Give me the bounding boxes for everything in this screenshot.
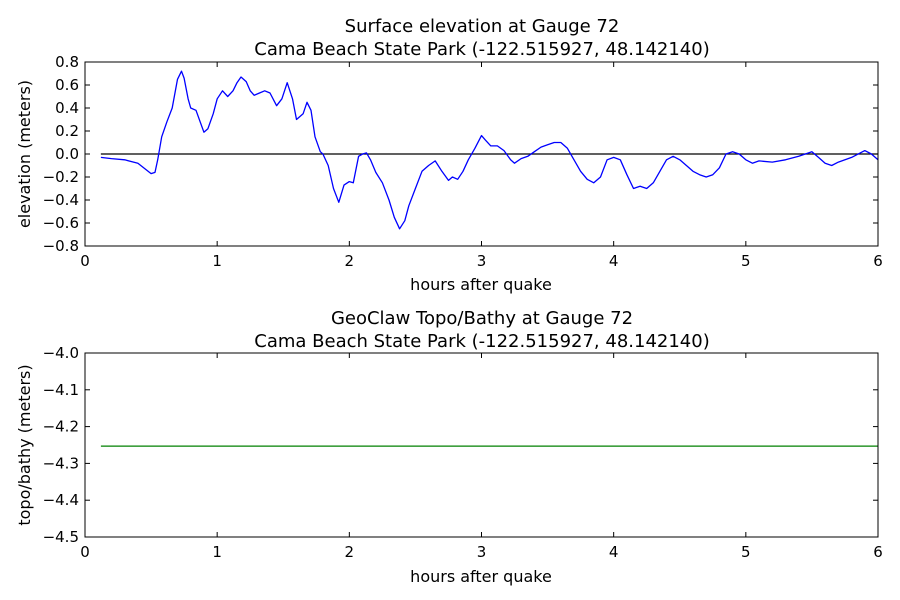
- elevation-chart-frame: [84, 61, 879, 247]
- topo-bathy-chart-frame: [84, 352, 879, 538]
- elevation-chart-ytick-label: 0.4: [55, 99, 79, 117]
- topo-bathy-chart-xtick-label: 6: [873, 543, 883, 561]
- topo-bathy-chart-ytick-label: −4.5: [43, 528, 79, 546]
- elevation-chart-ytick-label: −0.2: [43, 168, 79, 186]
- topo-bathy-chart-xtick-label: 3: [477, 543, 487, 561]
- elevation-chart-series-line: [100, 70, 879, 230]
- elevation-chart-xtick-label: 4: [609, 252, 619, 270]
- elevation-chart-title-line2: Cama Beach State Park (-122.515927, 48.1…: [254, 39, 709, 60]
- elevation-chart-ytick-label: 0.0: [55, 145, 79, 163]
- topo-bathy-chart-xlabel: hours after quake: [410, 567, 552, 586]
- topo-bathy-chart-ylabel: topo/bathy (meters): [15, 364, 34, 525]
- elevation-chart-xtick-label: 0: [80, 252, 90, 270]
- elevation-chart-xtick-label: 3: [477, 252, 487, 270]
- elevation-chart-ytick-label: −0.4: [43, 191, 79, 209]
- elevation-chart-xtick-label: 5: [741, 252, 751, 270]
- elevation-chart-xtick-label: 6: [873, 252, 883, 270]
- topo-bathy-chart-xtick-label: 2: [345, 543, 355, 561]
- topo-bathy-chart-xtick-label: 4: [609, 543, 619, 561]
- elevation-chart-ytick-label: 0.8: [55, 53, 79, 71]
- topo-bathy-chart-ytick-label: −4.1: [43, 381, 79, 399]
- topo-bathy-chart-xtick-label: 1: [212, 543, 222, 561]
- elevation-chart: Surface elevation at Gauge 72 Cama Beach…: [15, 16, 883, 294]
- elevation-chart-ylabel: elevation (meters): [15, 80, 34, 228]
- topo-bathy-chart-ytick-label: −4.4: [43, 491, 79, 509]
- elevation-chart-ticks: 0 1 2 3 4 5 6 0.8 0.6 0.4 0.2 0.0 −0.2 −0.4 −0.6 −0.8: [43, 53, 883, 270]
- topo-bathy-chart-ytick-label: −4.0: [43, 344, 79, 362]
- elevation-chart-xtick-label: 1: [212, 252, 222, 270]
- topo-bathy-chart-ytick-label: −4.3: [43, 454, 79, 472]
- elevation-chart-ytick-label: 0.6: [55, 76, 79, 94]
- elevation-chart-ytick-label: −0.6: [43, 214, 79, 232]
- elevation-chart-ytick-label: −0.8: [43, 237, 79, 255]
- topo-bathy-chart-ytick-label: −4.2: [43, 418, 79, 436]
- elevation-chart-ytick-label: 0.2: [55, 122, 79, 140]
- topo-bathy-chart: GeoClaw Topo/Bathy at Gauge 72 Cama Beac…: [15, 308, 883, 586]
- topo-bathy-chart-title-line2: Cama Beach State Park (-122.515927, 48.1…: [254, 331, 709, 352]
- elevation-chart-title-line1: Surface elevation at Gauge 72: [345, 16, 620, 37]
- topo-bathy-chart-xtick-label: 0: [80, 543, 90, 561]
- topo-bathy-chart-title-line1: GeoClaw Topo/Bathy at Gauge 72: [331, 308, 633, 329]
- topo-bathy-chart-xtick-label: 5: [741, 543, 751, 561]
- elevation-chart-xlabel: hours after quake: [410, 275, 552, 294]
- elevation-chart-xtick-label: 2: [345, 252, 355, 270]
- topo-bathy-chart-ticks: 0 1 2 3 4 5 6 −4.0 −4.1 −4.2 −4.3 −4.4 −4.5: [43, 344, 883, 561]
- elevation-chart-marks: [100, 70, 879, 230]
